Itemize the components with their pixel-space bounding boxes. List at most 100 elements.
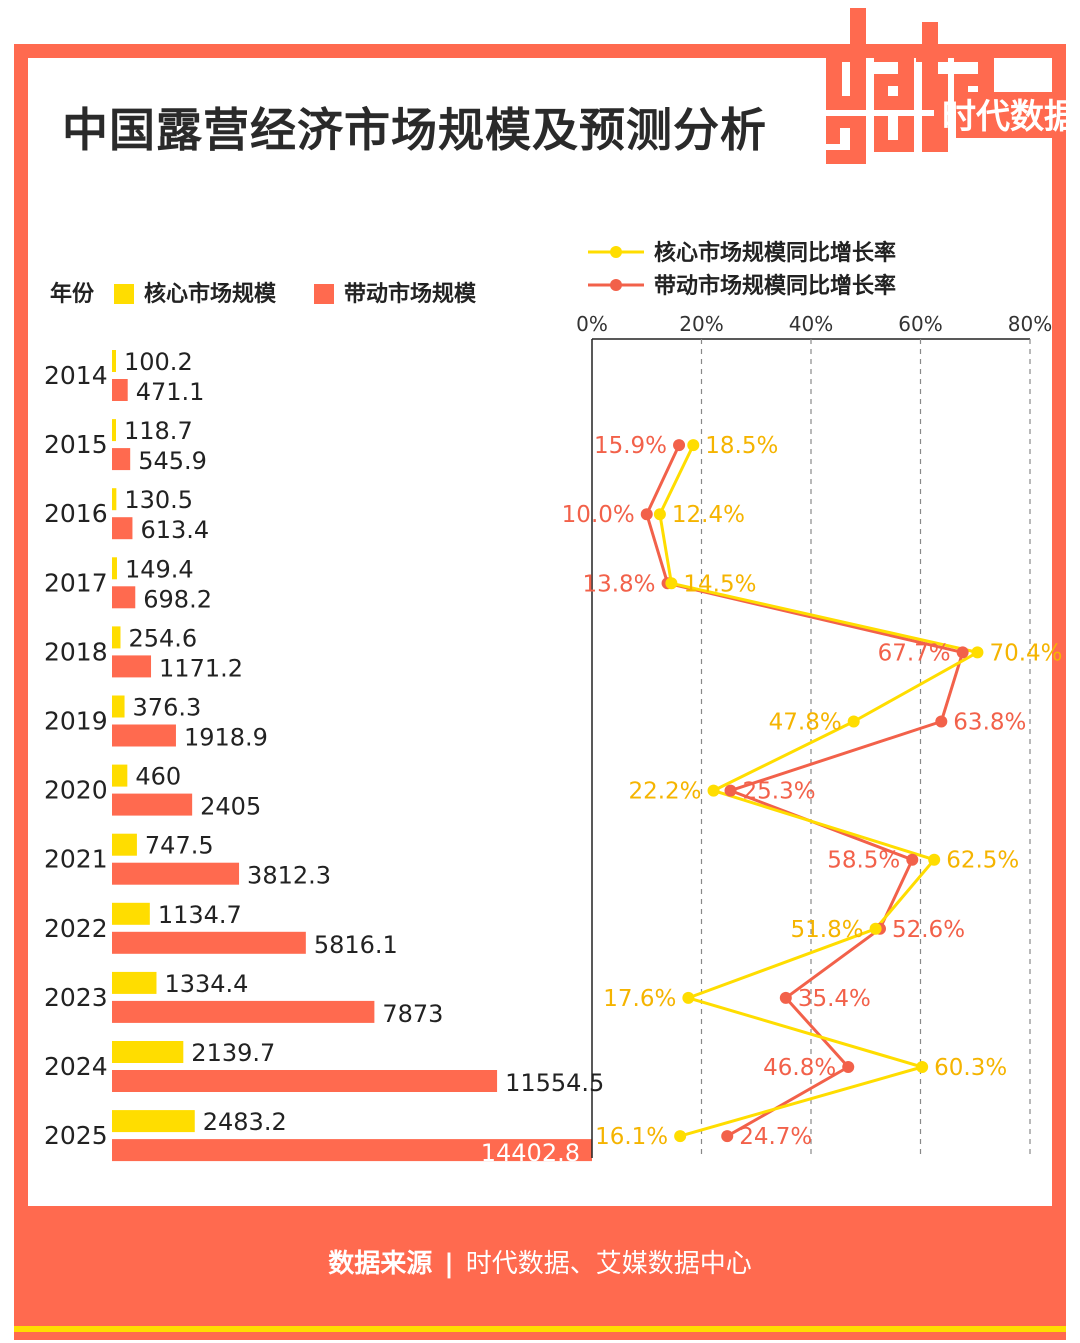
- data-label-core: 51.8%: [791, 917, 864, 943]
- point-core: [869, 922, 882, 935]
- year-label: 2023: [44, 983, 108, 1012]
- year-label: 2024: [44, 1052, 108, 1081]
- brand-logo: 时代数据: [826, 8, 1068, 164]
- bar-driven-label: 613.4: [140, 516, 209, 544]
- data-label-driven: 52.6%: [892, 917, 965, 943]
- point-core: [674, 1130, 687, 1143]
- data-label-core: 14.5%: [683, 571, 756, 597]
- year-label: 2019: [44, 707, 108, 736]
- data-label-core: 47.8%: [769, 710, 842, 736]
- bar-core: [112, 557, 117, 580]
- data-label-driven: 63.8%: [953, 710, 1026, 736]
- bar-driven: [112, 724, 176, 747]
- legend-label-core-rate: 核心市场规模同比增长率: [654, 240, 896, 266]
- legend-label-core: 核心市场规模: [144, 281, 277, 307]
- brand-cn-text: 时代数据: [942, 97, 1068, 137]
- bar-driven-label: 1918.9: [184, 724, 268, 752]
- bar-core-label: 100.2: [124, 348, 193, 376]
- data-label-core: 18.5%: [705, 433, 778, 459]
- point-driven: [906, 853, 919, 866]
- point-driven: [779, 991, 792, 1004]
- source-text: 时代数据、艾媒数据中心: [465, 1249, 752, 1279]
- bar-driven-label: 1171.2: [159, 654, 243, 682]
- bar-driven-label: 698.2: [143, 585, 212, 613]
- legend-label-driven-rate: 带动市场规模同比增长率: [654, 273, 896, 299]
- data-label-core: 60.3%: [934, 1055, 1007, 1081]
- x-tick-label: 80%: [1008, 312, 1052, 336]
- bar-driven: [112, 655, 152, 678]
- bar-driven-label: 471.1: [136, 378, 205, 406]
- bar-core-label: 149.4: [125, 555, 194, 583]
- data-label-driven: 25.3%: [743, 779, 816, 805]
- legend-swatch-core: [114, 284, 134, 304]
- point-driven: [640, 508, 653, 521]
- point-core: [707, 784, 720, 797]
- bar-driven-label: 7873: [382, 1000, 443, 1028]
- year-label: 2015: [44, 430, 108, 459]
- bar-core: [112, 695, 125, 718]
- x-tick-label: 60%: [898, 312, 942, 336]
- bar-driven: [112, 1139, 592, 1162]
- bar-core: [112, 350, 116, 372]
- bar-driven-label: 11554.5: [505, 1069, 604, 1097]
- bar-driven: [112, 586, 136, 609]
- data-label-driven: 13.8%: [582, 571, 655, 597]
- legend-marker-core: [610, 246, 622, 258]
- bar-core: [112, 833, 137, 856]
- bar-core: [112, 1041, 184, 1063]
- bar-core-label: 460: [135, 763, 181, 791]
- bar-core: [112, 419, 116, 442]
- year-label: 2017: [44, 568, 108, 597]
- bar-core-label: 2139.7: [191, 1039, 275, 1067]
- point-core: [971, 646, 984, 659]
- bar-driven: [112, 517, 133, 540]
- year-label: 2022: [44, 914, 108, 943]
- point-core: [916, 1061, 929, 1073]
- source-label: 数据来源: [328, 1249, 433, 1279]
- bar-driven-label: 545.9: [138, 447, 207, 475]
- point-driven: [721, 1130, 734, 1143]
- year-label: 2021: [44, 845, 108, 874]
- bar-driven: [112, 1070, 498, 1092]
- bar-core: [112, 971, 157, 994]
- point-driven: [724, 784, 737, 797]
- data-label-driven: 35.4%: [798, 986, 871, 1012]
- x-tick-label: 0%: [576, 312, 608, 336]
- bar-driven: [112, 379, 128, 401]
- point-driven: [935, 715, 948, 728]
- bar-core-label: 130.5: [124, 486, 193, 514]
- year-label: 2018: [44, 637, 108, 666]
- data-label-core: 17.6%: [603, 986, 676, 1012]
- bar-driven: [112, 862, 240, 885]
- data-label-driven: 15.9%: [594, 433, 667, 459]
- bar-driven: [112, 793, 193, 816]
- data-label-driven: 46.8%: [763, 1055, 836, 1081]
- bar-core-label: 118.7: [124, 417, 193, 445]
- point-core: [847, 715, 860, 728]
- point-core: [682, 991, 695, 1004]
- year-label: 2025: [44, 1121, 108, 1150]
- bar-driven-label: 14402.8: [481, 1139, 580, 1167]
- year-label: 2016: [44, 499, 108, 528]
- legend-marker-driven: [610, 279, 622, 291]
- data-label-core: 62.5%: [946, 848, 1019, 874]
- bar-core: [112, 1110, 195, 1133]
- bar-core-label: 1334.4: [164, 970, 248, 998]
- bar-driven: [112, 931, 306, 954]
- point-core: [665, 577, 678, 590]
- point-driven: [956, 646, 969, 659]
- point-core: [653, 508, 666, 521]
- data-label-core: 16.1%: [595, 1124, 668, 1150]
- data-label-driven: 58.5%: [827, 848, 900, 874]
- bar-core: [112, 902, 150, 925]
- bar-core-label: 254.6: [128, 624, 197, 652]
- bar-driven-label: 3812.3: [247, 862, 331, 890]
- bar-driven-label: 5816.1: [314, 931, 398, 959]
- chart-title: 中国露营经济市场规模及预测分析: [62, 103, 767, 157]
- legend-swatch-driven: [314, 284, 334, 304]
- source-separator: |: [444, 1249, 454, 1279]
- data-label-core: 22.2%: [628, 779, 701, 805]
- data-label-driven: 67.7%: [878, 640, 951, 666]
- bar-core-label: 376.3: [133, 694, 202, 722]
